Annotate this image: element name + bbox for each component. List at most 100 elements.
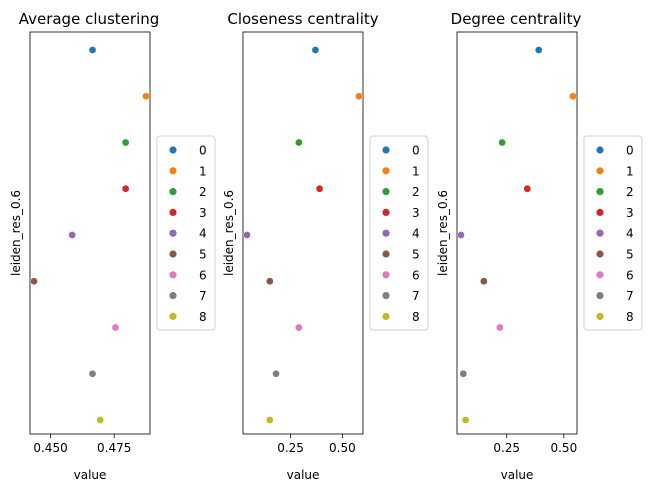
chart-title: Degree centrality <box>451 10 582 28</box>
legend-label-0: 0 <box>412 144 420 158</box>
legend-marker-4 <box>169 229 177 237</box>
legend-marker-5 <box>169 250 177 258</box>
legend-label-2: 2 <box>412 185 420 199</box>
legend-marker-0 <box>169 146 177 154</box>
legend-label-6: 6 <box>626 268 634 282</box>
legend-label-8: 8 <box>626 310 634 324</box>
data-point-0 <box>311 46 320 54</box>
legend-marker-3 <box>169 208 177 216</box>
legend-label-8: 8 <box>412 310 420 324</box>
y-axis-label: leiden_res_0.6 <box>222 190 236 276</box>
legend-marker-2 <box>596 188 604 196</box>
legend-label-7: 7 <box>626 289 634 303</box>
data-point-8 <box>96 416 105 424</box>
data-point-4 <box>457 231 465 239</box>
legend-marker-5 <box>596 250 604 258</box>
legend-marker-8 <box>382 312 390 320</box>
x-tick-label: 0.475 <box>97 441 131 455</box>
legend-label-1: 1 <box>626 164 634 178</box>
legend-marker-6 <box>382 271 390 279</box>
legend-label-4: 4 <box>626 227 634 241</box>
chart-panel-0: Average clustering leiden_res_0.6 0.450 0.4… <box>9 10 216 482</box>
legend: 0 1 2 3 4 5 6 7 8 <box>156 135 216 331</box>
legend-label-4: 4 <box>412 227 420 241</box>
x-axis-label: value <box>287 468 320 482</box>
legend-marker-7 <box>169 292 177 300</box>
legend-label-1: 1 <box>199 164 207 178</box>
y-axis-label: leiden_res_0.6 <box>9 190 23 276</box>
legend-label-2: 2 <box>626 185 634 199</box>
data-point-7 <box>88 369 97 378</box>
legend-label-1: 1 <box>412 164 420 178</box>
x-axis-label: value <box>74 468 107 482</box>
x-tick-label: 0.25 <box>277 441 304 455</box>
legend-box <box>369 135 429 331</box>
chart-panel-2: Degree centrality leiden_res_0.6 0.25 0.50 v… <box>436 10 643 482</box>
legend-label-5: 5 <box>199 248 207 262</box>
data-point-1 <box>569 92 577 101</box>
x-tick-label: 0.25 <box>493 441 520 455</box>
legend-label-8: 8 <box>199 310 207 324</box>
legend-label-0: 0 <box>199 144 207 158</box>
data-point-6 <box>111 323 120 332</box>
data-point-1 <box>355 92 363 101</box>
legend-marker-8 <box>169 312 177 320</box>
data-point-5 <box>30 277 38 286</box>
data-point-4 <box>243 231 251 239</box>
data-point-7 <box>272 369 280 378</box>
legend-marker-1 <box>382 167 390 175</box>
legend-marker-4 <box>382 229 390 237</box>
legend-label-7: 7 <box>199 289 207 303</box>
data-point-6 <box>295 323 303 332</box>
legend-marker-3 <box>382 208 390 216</box>
data-point-0 <box>534 46 543 54</box>
legend-label-7: 7 <box>412 289 420 303</box>
x-axis-label: value <box>501 468 534 482</box>
legend-label-0: 0 <box>626 144 634 158</box>
legend-marker-6 <box>596 271 604 279</box>
axes-frame <box>29 31 151 435</box>
data-point-2 <box>121 138 130 147</box>
legend-marker-7 <box>596 292 604 300</box>
data-point-4 <box>68 231 77 239</box>
data-point-6 <box>496 323 504 332</box>
x-tick-label: 0.50 <box>550 441 577 455</box>
legend-marker-1 <box>596 167 604 175</box>
legend-label-6: 6 <box>199 268 207 282</box>
legend: 0 1 2 3 4 5 6 7 8 <box>583 135 643 331</box>
y-axis-label: leiden_res_0.6 <box>436 190 450 276</box>
data-point-3 <box>121 184 130 193</box>
legend-marker-2 <box>382 188 390 196</box>
legend-label-6: 6 <box>412 268 420 282</box>
legend-marker-8 <box>596 312 604 320</box>
data-point-3 <box>315 184 324 193</box>
data-point-2 <box>498 138 506 147</box>
chart-title: Average clustering <box>19 10 160 28</box>
legend-label-2: 2 <box>199 185 207 199</box>
data-point-8 <box>265 416 274 424</box>
legend-marker-3 <box>596 208 604 216</box>
legend-marker-5 <box>382 250 390 258</box>
legend-label-3: 3 <box>412 206 420 220</box>
legend-label-3: 3 <box>199 206 207 220</box>
data-point-5 <box>265 277 274 286</box>
legend-box <box>156 135 216 331</box>
legend-label-5: 5 <box>626 248 634 262</box>
legend-marker-7 <box>382 292 390 300</box>
legend-label-3: 3 <box>626 206 634 220</box>
legend-marker-0 <box>596 146 604 154</box>
legend-marker-1 <box>169 167 177 175</box>
legend-label-4: 4 <box>199 227 207 241</box>
data-point-8 <box>461 416 470 424</box>
data-point-7 <box>459 369 468 378</box>
x-tick-label: 0.50 <box>329 441 356 455</box>
data-point-1 <box>142 92 150 101</box>
legend-marker-2 <box>169 188 177 196</box>
x-tick-label: 0.450 <box>33 441 67 455</box>
data-point-0 <box>88 46 97 54</box>
axes-frame <box>456 31 578 435</box>
legend-box <box>583 135 643 331</box>
chart-title: Closeness centrality <box>227 10 378 28</box>
legend: 0 1 2 3 4 5 6 7 8 <box>369 135 429 331</box>
